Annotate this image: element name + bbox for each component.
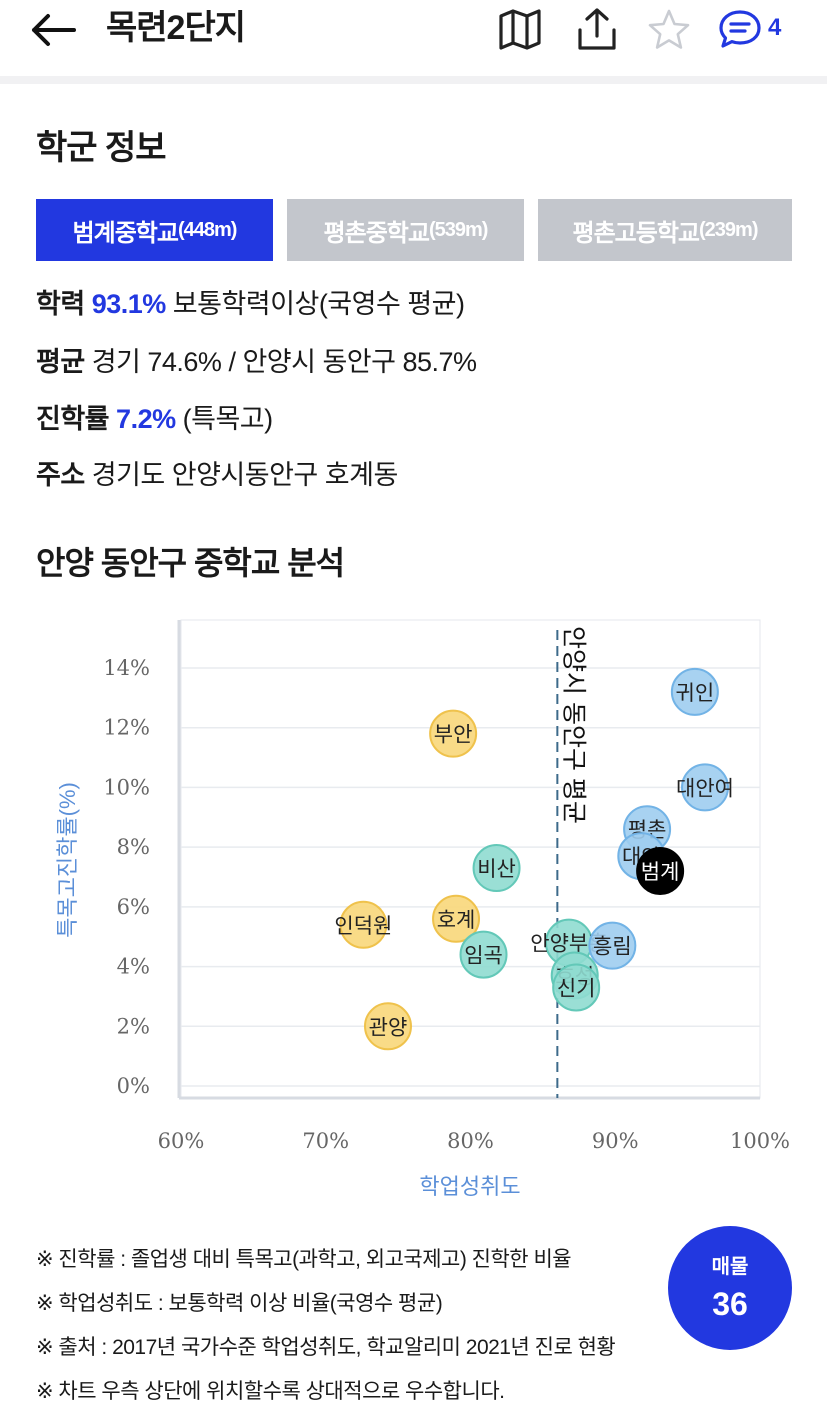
stat-average: 평균 경기 74.6% / 안양시 동안구 85.7%: [36, 344, 477, 380]
stat-achievement: 학력 93.1% 보통학력이상(국영수 평균): [36, 286, 465, 322]
share-icon: [578, 8, 616, 50]
data-point: [670, 667, 719, 716]
y-axis-title: 특목고진학률(%): [55, 782, 80, 938]
stat-value: 7.2%: [116, 404, 176, 434]
data-point-label: 비산: [477, 858, 516, 881]
data-point: [472, 844, 521, 893]
comment-count: 4: [768, 14, 782, 41]
data-point-label: 흥림: [593, 936, 632, 959]
data-point-label: 범계: [641, 861, 680, 884]
tab-school-1[interactable]: 평촌중학교 (539m): [287, 199, 524, 261]
note-item: ※ 학업성취도 : 보통학력 이상 비율(국영수 평균): [36, 1292, 443, 1315]
stat-value: 93.1%: [91, 289, 167, 319]
comment-icon: [719, 10, 761, 48]
data-point: [363, 1002, 412, 1051]
y-tick-label: 12%: [103, 716, 150, 740]
tab-school-name: 평촌고등학교: [572, 219, 700, 247]
map-icon: [499, 9, 541, 50]
x-tick-label: 80%: [447, 1129, 494, 1153]
tab-school-distance: (539m): [428, 218, 488, 241]
data-point: [636, 847, 685, 896]
stat-label: 진학률: [36, 404, 110, 434]
stat-label: 평균: [36, 347, 85, 377]
reference-line-label: 안양시 동안구 평균: [559, 626, 587, 824]
x-tick-label: 100%: [730, 1129, 790, 1153]
data-point-label: 귀인: [676, 682, 715, 705]
listings-label: 매물: [711, 1256, 749, 1278]
y-tick-label: 10%: [103, 775, 150, 799]
y-tick-label: 6%: [117, 895, 150, 919]
listings-count: 36: [712, 1286, 748, 1322]
stat-desc: 경기 74.6% / 안양시 동안구 85.7%: [91, 347, 477, 377]
data-point-label: 부안: [434, 724, 473, 747]
tab-school-2[interactable]: 평촌고등학교 (239m): [538, 199, 792, 261]
tab-school-name: 평촌중학교: [323, 219, 430, 247]
notes: ※ 진학률 : 졸업생 대비 특목고(과학고, 외고국제고) 진학한 비율 ※ …: [36, 1238, 616, 1401]
data-point-label: 신기: [557, 977, 596, 1000]
stat-address: 주소 경기도 안양시동안구 호계동: [36, 457, 398, 493]
stat-label: 주소: [36, 460, 85, 490]
y-tick-label: 4%: [117, 955, 150, 979]
divider: [0, 76, 827, 84]
x-tick-label: 70%: [302, 1129, 349, 1153]
data-point: [432, 894, 481, 943]
page-title: 목련2단지: [106, 9, 246, 47]
data-point-label: 임곡: [464, 945, 503, 968]
data-point-label: 대안여: [676, 777, 734, 800]
stat-label: 학력: [36, 289, 85, 319]
note-item: ※ 출처 : 2017년 국가수준 학업성취도, 학교알리미 2021년 진로 …: [36, 1336, 616, 1359]
favorite-button[interactable]: [644, 6, 694, 52]
x-axis-title: 학업성취도: [419, 1174, 520, 1199]
arrow-left-icon: [32, 14, 76, 46]
data-point: [459, 930, 508, 979]
x-tick-label: 90%: [592, 1129, 639, 1153]
top-bar: 목련2단지 4: [0, 0, 827, 78]
comments-button[interactable]: [716, 6, 812, 52]
y-tick-label: 0%: [117, 1074, 150, 1098]
scatter-chart: 0% 2% 4% 6% 8% 10% 12% 14% 60% 70% 80% 90% 100% 학업성취도…: [0, 600, 827, 1210]
x-tick-label: 60%: [158, 1129, 205, 1153]
stat-desc: 보통학력이상(국영수 평균): [172, 289, 465, 319]
data-point-label: 안양부흥: [530, 933, 607, 956]
section-title-analysis: 안양 동안구 중학교 분석: [36, 545, 345, 581]
tab-school-0[interactable]: 범계중학교 (448m): [36, 199, 273, 261]
listings-button[interactable]: 매물 36: [668, 1226, 792, 1350]
chart-canvas: 0% 2% 4% 6% 8% 10% 12% 14% 60% 70% 80% 90% 100% 학업성취도…: [55, 619, 790, 1199]
note-item: ※ 차트 우측 상단에 위치할수록 상대적으로 우수합니다.: [36, 1380, 505, 1401]
tab-school-distance: (448m): [177, 218, 237, 241]
tab-school-distance: (239m): [699, 218, 758, 241]
stat-desc: 경기도 안양시동안구 호계동: [91, 460, 399, 490]
data-point-label: 호계: [437, 909, 476, 932]
data-point-label: 관양: [369, 1016, 408, 1039]
tab-school-name: 범계중학교: [72, 219, 179, 247]
y-tick-label: 2%: [117, 1014, 150, 1038]
stat-desc: (특목고): [182, 404, 274, 434]
data-point: [552, 963, 601, 1012]
data-point: [680, 763, 729, 812]
y-tick-label: 14%: [103, 656, 150, 680]
data-point: [339, 900, 388, 949]
note-item: ※ 진학률 : 졸업생 대비 특목고(과학고, 외고국제고) 진학한 비율: [36, 1248, 572, 1271]
stat-advancement: 진학률 7.2% (특목고): [36, 401, 273, 437]
section-title-school: 학군 정보: [36, 129, 167, 167]
data-point-label: 인덕원: [334, 915, 392, 938]
back-button[interactable]: [28, 8, 80, 52]
data-point: [588, 921, 637, 970]
map-button[interactable]: [496, 6, 546, 52]
data-point: [429, 709, 478, 758]
y-tick-label: 8%: [117, 835, 150, 859]
star-icon: [648, 9, 690, 49]
share-button[interactable]: [572, 6, 622, 52]
